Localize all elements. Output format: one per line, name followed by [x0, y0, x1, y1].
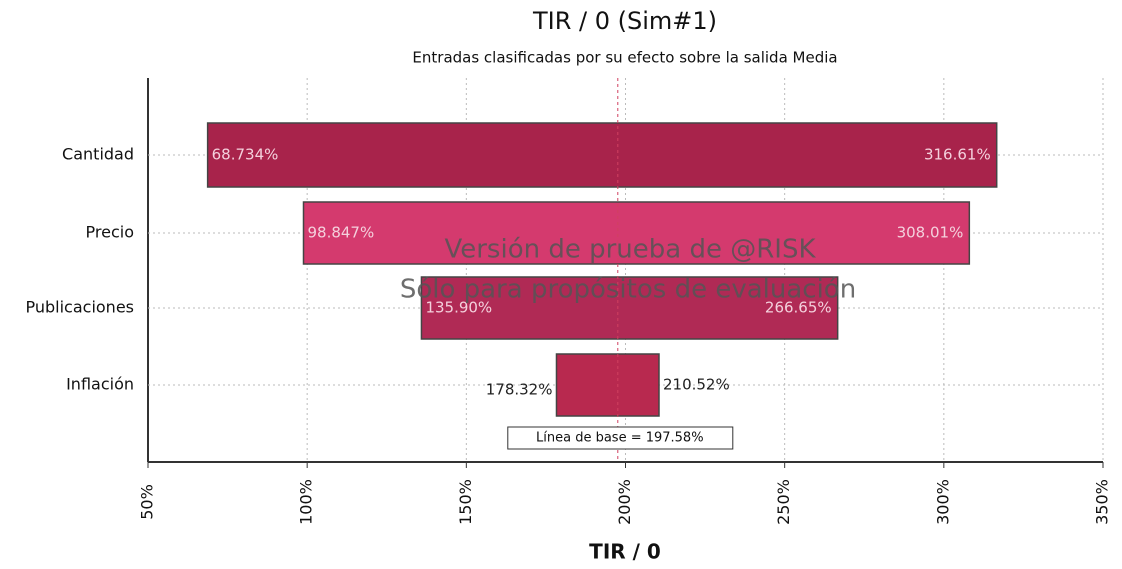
chart-subtitle: Entradas clasificadas por su efecto sobr…	[412, 49, 837, 67]
x-tick-label: 350%	[1093, 479, 1112, 525]
value-label: 68.734%	[212, 146, 279, 164]
chart-title: TIR / 0 (Sim#1)	[532, 7, 717, 35]
bar	[555, 353, 660, 417]
x-tick-label: 300%	[933, 479, 952, 525]
value-label: 135.90%	[425, 299, 492, 317]
x-tick-label: 200%	[615, 479, 634, 525]
bar	[420, 276, 839, 340]
y-tick-label: Publicaciones	[25, 298, 134, 317]
value-label: 98.847%	[307, 224, 374, 242]
watermark: Versión de prueba de @RISK	[444, 235, 816, 265]
watermark: Sólo para propósitos de evaluación	[400, 275, 856, 305]
baseline-box	[507, 426, 734, 450]
y-tick-label: Precio	[86, 223, 134, 242]
y-tick-label: Cantidad	[62, 145, 134, 164]
x-tick-label: 150%	[456, 479, 475, 525]
value-label: 178.32%	[486, 381, 553, 399]
y-tick-label: Inflación	[66, 375, 134, 394]
value-label: 316.61%	[924, 146, 991, 164]
bar	[302, 201, 971, 265]
x-tick-label: 250%	[774, 479, 793, 525]
x-tick-label: 100%	[297, 479, 316, 525]
value-label: 308.01%	[897, 224, 964, 242]
baseline-label: Línea de base = 197.58%	[536, 431, 704, 446]
x-tick-label: 50%	[138, 484, 157, 520]
bar	[206, 122, 998, 188]
value-label: 210.52%	[663, 376, 730, 394]
value-label: 266.65%	[765, 299, 832, 317]
x-axis-title: TIR / 0	[589, 540, 661, 564]
